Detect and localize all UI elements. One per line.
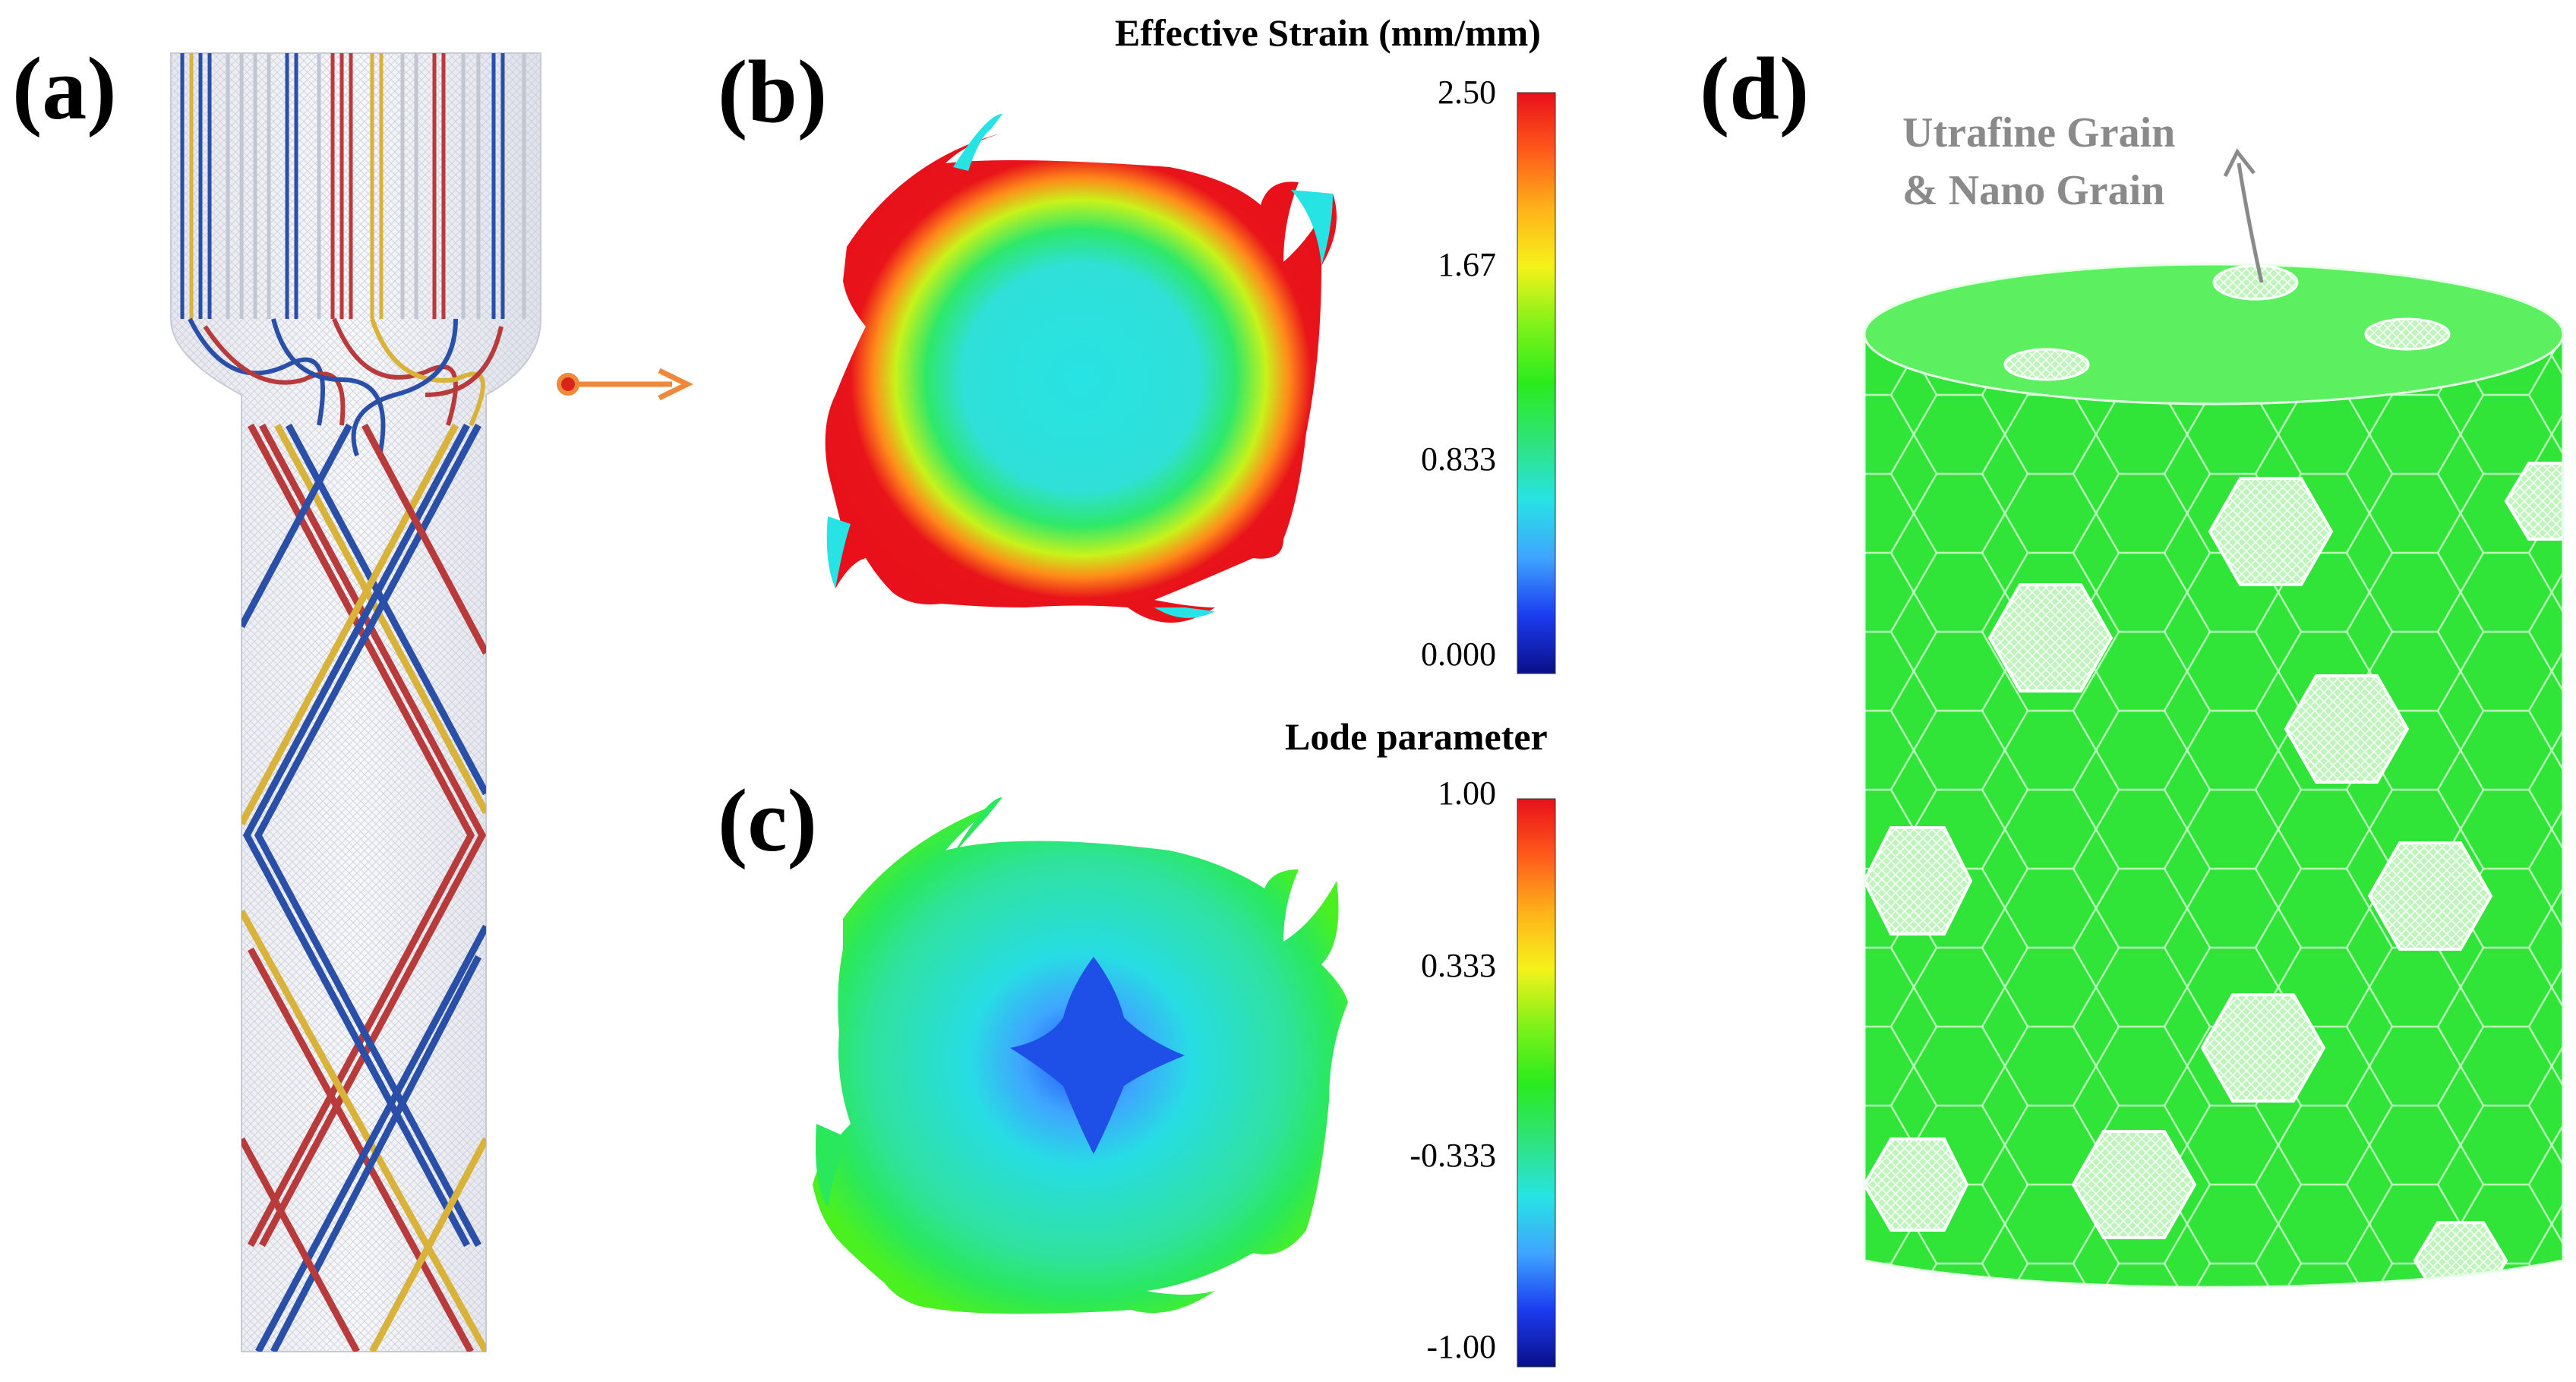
lode-tick-2: 0.333 [1421,947,1496,984]
lode-tick-min: -1.00 [1426,1328,1496,1365]
strain-tick-min: 0.000 [1421,636,1496,673]
strain-tick-max: 2.50 [1438,74,1496,111]
strain-tick-3: 0.833 [1421,440,1496,478]
lode-colorbar-title: Lode parameter [1285,715,1548,758]
grain-annotation-line2: & Nano Grain [1902,166,2165,214]
braided-rod-illustration [170,52,541,1352]
panel-label-c: (c) [718,771,817,870]
panel-label-a: (a) [12,39,117,138]
lode-tick-3: -0.333 [1410,1137,1496,1174]
strain-tick-2: 1.67 [1438,246,1496,283]
panel-label-d: (d) [1700,39,1810,138]
grain-annotation-line1: Utrafine Grain [1902,109,2176,156]
grain-annotation: Utrafine Grain & Nano Grain [1902,105,2175,219]
strain-colorbar [1517,92,1556,674]
lode-section [813,797,1348,1314]
section-arrow [557,368,694,401]
lode-colorbar [1517,798,1556,1368]
grain-cylinder [1863,263,2565,1289]
lode-tick-max: 1.00 [1438,775,1496,812]
grain-annotation-arrow [2223,148,2264,283]
panel-label-b: (b) [718,42,828,141]
strain-section [825,114,1337,623]
strain-colorbar-title: Effective Strain (mm/mm) [1115,11,1541,54]
